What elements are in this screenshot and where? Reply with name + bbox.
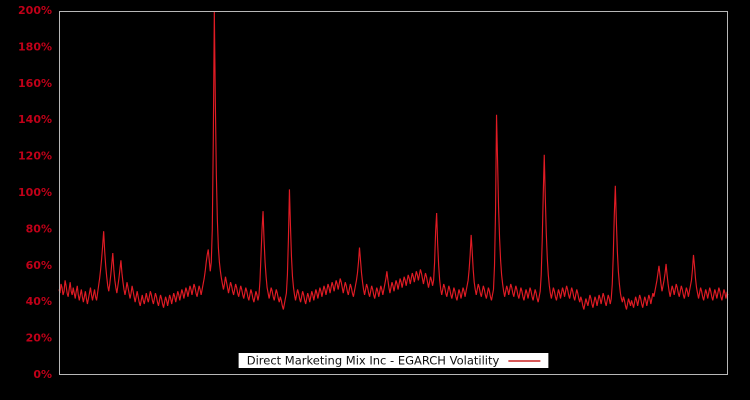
- series-egarch-volatility: [58, 10, 729, 310]
- y-tick-label: 140%: [18, 113, 52, 126]
- chart-legend[interactable]: Direct Marketing Mix Inc - EGARCH Volati…: [238, 353, 549, 368]
- y-tick-label: 160%: [18, 77, 52, 90]
- legend-background: [238, 353, 549, 368]
- y-tick-label: 80%: [26, 222, 52, 235]
- y-tick-label: 40%: [26, 295, 52, 308]
- y-tick-label: 120%: [18, 150, 52, 163]
- y-tick-label: 0%: [33, 368, 52, 381]
- y-tick-label: 60%: [26, 259, 52, 272]
- y-tick-label: 100%: [18, 186, 52, 199]
- y-tick-label: 200%: [18, 4, 52, 17]
- legend-label: Direct Marketing Mix Inc - EGARCH Volati…: [247, 354, 500, 368]
- y-tick-label: 20%: [26, 332, 52, 345]
- plot-frame-border: [59, 11, 728, 375]
- y-axis-tick-labels: 0% 20% 40% 60% 80% 100% 120% 140% 160% 180% 200%: [18, 4, 52, 381]
- plot-background: [59, 11, 728, 375]
- y-tick-label: 180%: [18, 40, 52, 53]
- volatility-line: [58, 10, 729, 310]
